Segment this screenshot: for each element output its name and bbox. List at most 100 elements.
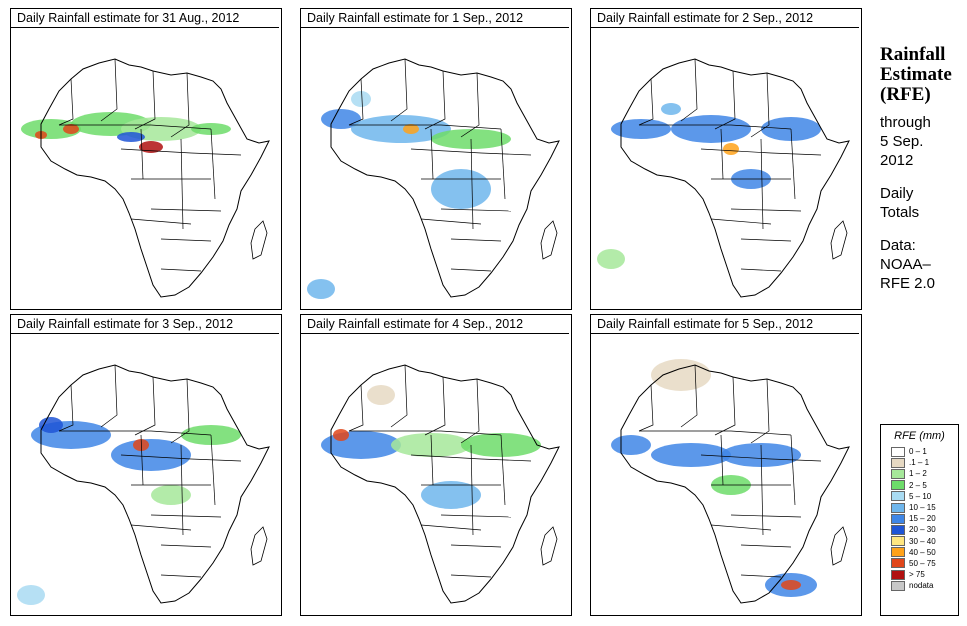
country-border bbox=[390, 364, 408, 428]
country-border bbox=[348, 78, 364, 126]
madagascar-outline bbox=[540, 526, 558, 566]
rainfall-layer bbox=[611, 359, 817, 597]
map-panel-31-aug: Daily Rainfall estimate for 31 Aug., 201… bbox=[10, 8, 282, 310]
legend-label: 1 – 2 bbox=[909, 469, 927, 479]
legend-swatch bbox=[891, 558, 905, 569]
legend-label: nodata bbox=[909, 581, 934, 591]
country-border bbox=[740, 544, 792, 548]
country-border bbox=[420, 524, 482, 531]
rainfall-area bbox=[367, 385, 395, 405]
rainfall-layer bbox=[321, 385, 541, 509]
legend-swatch bbox=[891, 580, 905, 591]
rainfall-layer bbox=[21, 112, 231, 153]
rainfall-area bbox=[651, 443, 731, 467]
country-border bbox=[59, 430, 212, 436]
rainfall-area bbox=[421, 481, 481, 509]
country-border bbox=[790, 128, 796, 200]
legend-label: 0 – 1 bbox=[909, 447, 927, 457]
legend-item: 1 – 2 bbox=[881, 468, 958, 479]
map-panel-3-sep: Daily Rainfall estimate for 3 Sep., 2012 bbox=[10, 314, 282, 616]
rainfall-area bbox=[661, 103, 681, 115]
country-border bbox=[638, 78, 654, 126]
rainfall-map bbox=[301, 335, 571, 615]
madagascar-outline bbox=[250, 526, 268, 566]
country-border bbox=[730, 514, 802, 518]
rainfall-area bbox=[63, 124, 79, 134]
legend-swatch bbox=[891, 524, 905, 535]
country-border bbox=[720, 128, 724, 180]
legend-item: 50 – 75 bbox=[881, 558, 958, 569]
madagascar-outline bbox=[540, 220, 558, 260]
country-border bbox=[680, 364, 698, 428]
country-border bbox=[210, 434, 216, 506]
country-border bbox=[180, 444, 184, 536]
legend-item: 5 – 10 bbox=[881, 491, 958, 502]
country-border bbox=[424, 376, 446, 436]
rainfall-area bbox=[117, 132, 145, 142]
data-label: Data: bbox=[880, 237, 916, 254]
country-border bbox=[430, 434, 434, 486]
country-border bbox=[430, 128, 434, 180]
period-line: Totals bbox=[880, 204, 920, 221]
map-panel-2-sep: Daily Rainfall estimate for 2 Sep., 2012 bbox=[590, 8, 862, 310]
rainfall-area bbox=[351, 115, 451, 143]
madagascar-outline bbox=[250, 220, 268, 260]
rainfall-layer bbox=[597, 103, 821, 269]
legend-label: 50 – 75 bbox=[909, 558, 936, 568]
country-border bbox=[720, 434, 724, 486]
country-border bbox=[134, 376, 156, 436]
country-border bbox=[160, 268, 202, 272]
country-border bbox=[638, 384, 654, 432]
rainfall-area bbox=[391, 433, 471, 457]
map-panel-1-sep: Daily Rainfall estimate for 1 Sep., 2012 bbox=[300, 8, 572, 310]
country-border bbox=[100, 364, 118, 428]
country-border bbox=[100, 58, 118, 122]
legend-item: nodata bbox=[881, 580, 958, 591]
country-border bbox=[120, 148, 242, 156]
country-border bbox=[639, 124, 792, 130]
legend-label: 20 – 30 bbox=[909, 525, 936, 535]
rainfall-area bbox=[139, 141, 163, 153]
country-border bbox=[714, 376, 736, 436]
country-border bbox=[740, 238, 792, 242]
panel-title: Daily Rainfall estimate for 31 Aug., 201… bbox=[11, 9, 279, 28]
country-border bbox=[714, 70, 736, 130]
country-border bbox=[160, 544, 212, 548]
africa-coastline bbox=[620, 58, 850, 298]
date-line: 2012 bbox=[880, 152, 914, 169]
map-panel-5-sep: Daily Rainfall estimate for 5 Sep., 2012 bbox=[590, 314, 862, 616]
legend-swatch bbox=[891, 502, 905, 513]
legend-label: > 75 bbox=[909, 570, 925, 580]
title-line: Estimate bbox=[880, 64, 952, 85]
country-border bbox=[130, 218, 192, 225]
country-border bbox=[470, 138, 474, 230]
legend-item: 40 – 50 bbox=[881, 547, 958, 558]
legend-swatch bbox=[891, 468, 905, 479]
panel-title: Daily Rainfall estimate for 2 Sep., 2012 bbox=[591, 9, 859, 28]
rainfall-area bbox=[781, 580, 801, 590]
country-border bbox=[134, 70, 156, 130]
country-border bbox=[58, 384, 74, 432]
legend-swatch bbox=[891, 569, 905, 580]
legend-item: .1 – 1 bbox=[881, 457, 958, 468]
country-border bbox=[700, 454, 822, 462]
legend-label: .1 – 1 bbox=[909, 458, 930, 468]
rainfall-area bbox=[307, 279, 335, 299]
country-border bbox=[424, 70, 446, 130]
country-border bbox=[210, 128, 216, 200]
rainfall-layer bbox=[307, 91, 511, 299]
country-border bbox=[710, 524, 772, 531]
legend-label: 10 – 15 bbox=[909, 503, 936, 513]
country-border bbox=[450, 268, 492, 272]
legend-item: 20 – 30 bbox=[881, 524, 958, 535]
through-label: through bbox=[880, 114, 931, 131]
rainfall-area bbox=[133, 439, 149, 451]
rainfall-area bbox=[111, 439, 191, 471]
country-border bbox=[160, 574, 202, 578]
legend-swatch bbox=[891, 491, 905, 502]
country-border bbox=[760, 444, 764, 536]
legend-swatch bbox=[891, 457, 905, 468]
rainfall-area bbox=[39, 417, 63, 433]
country-border bbox=[410, 454, 532, 462]
legend-label: 15 – 20 bbox=[909, 514, 936, 524]
